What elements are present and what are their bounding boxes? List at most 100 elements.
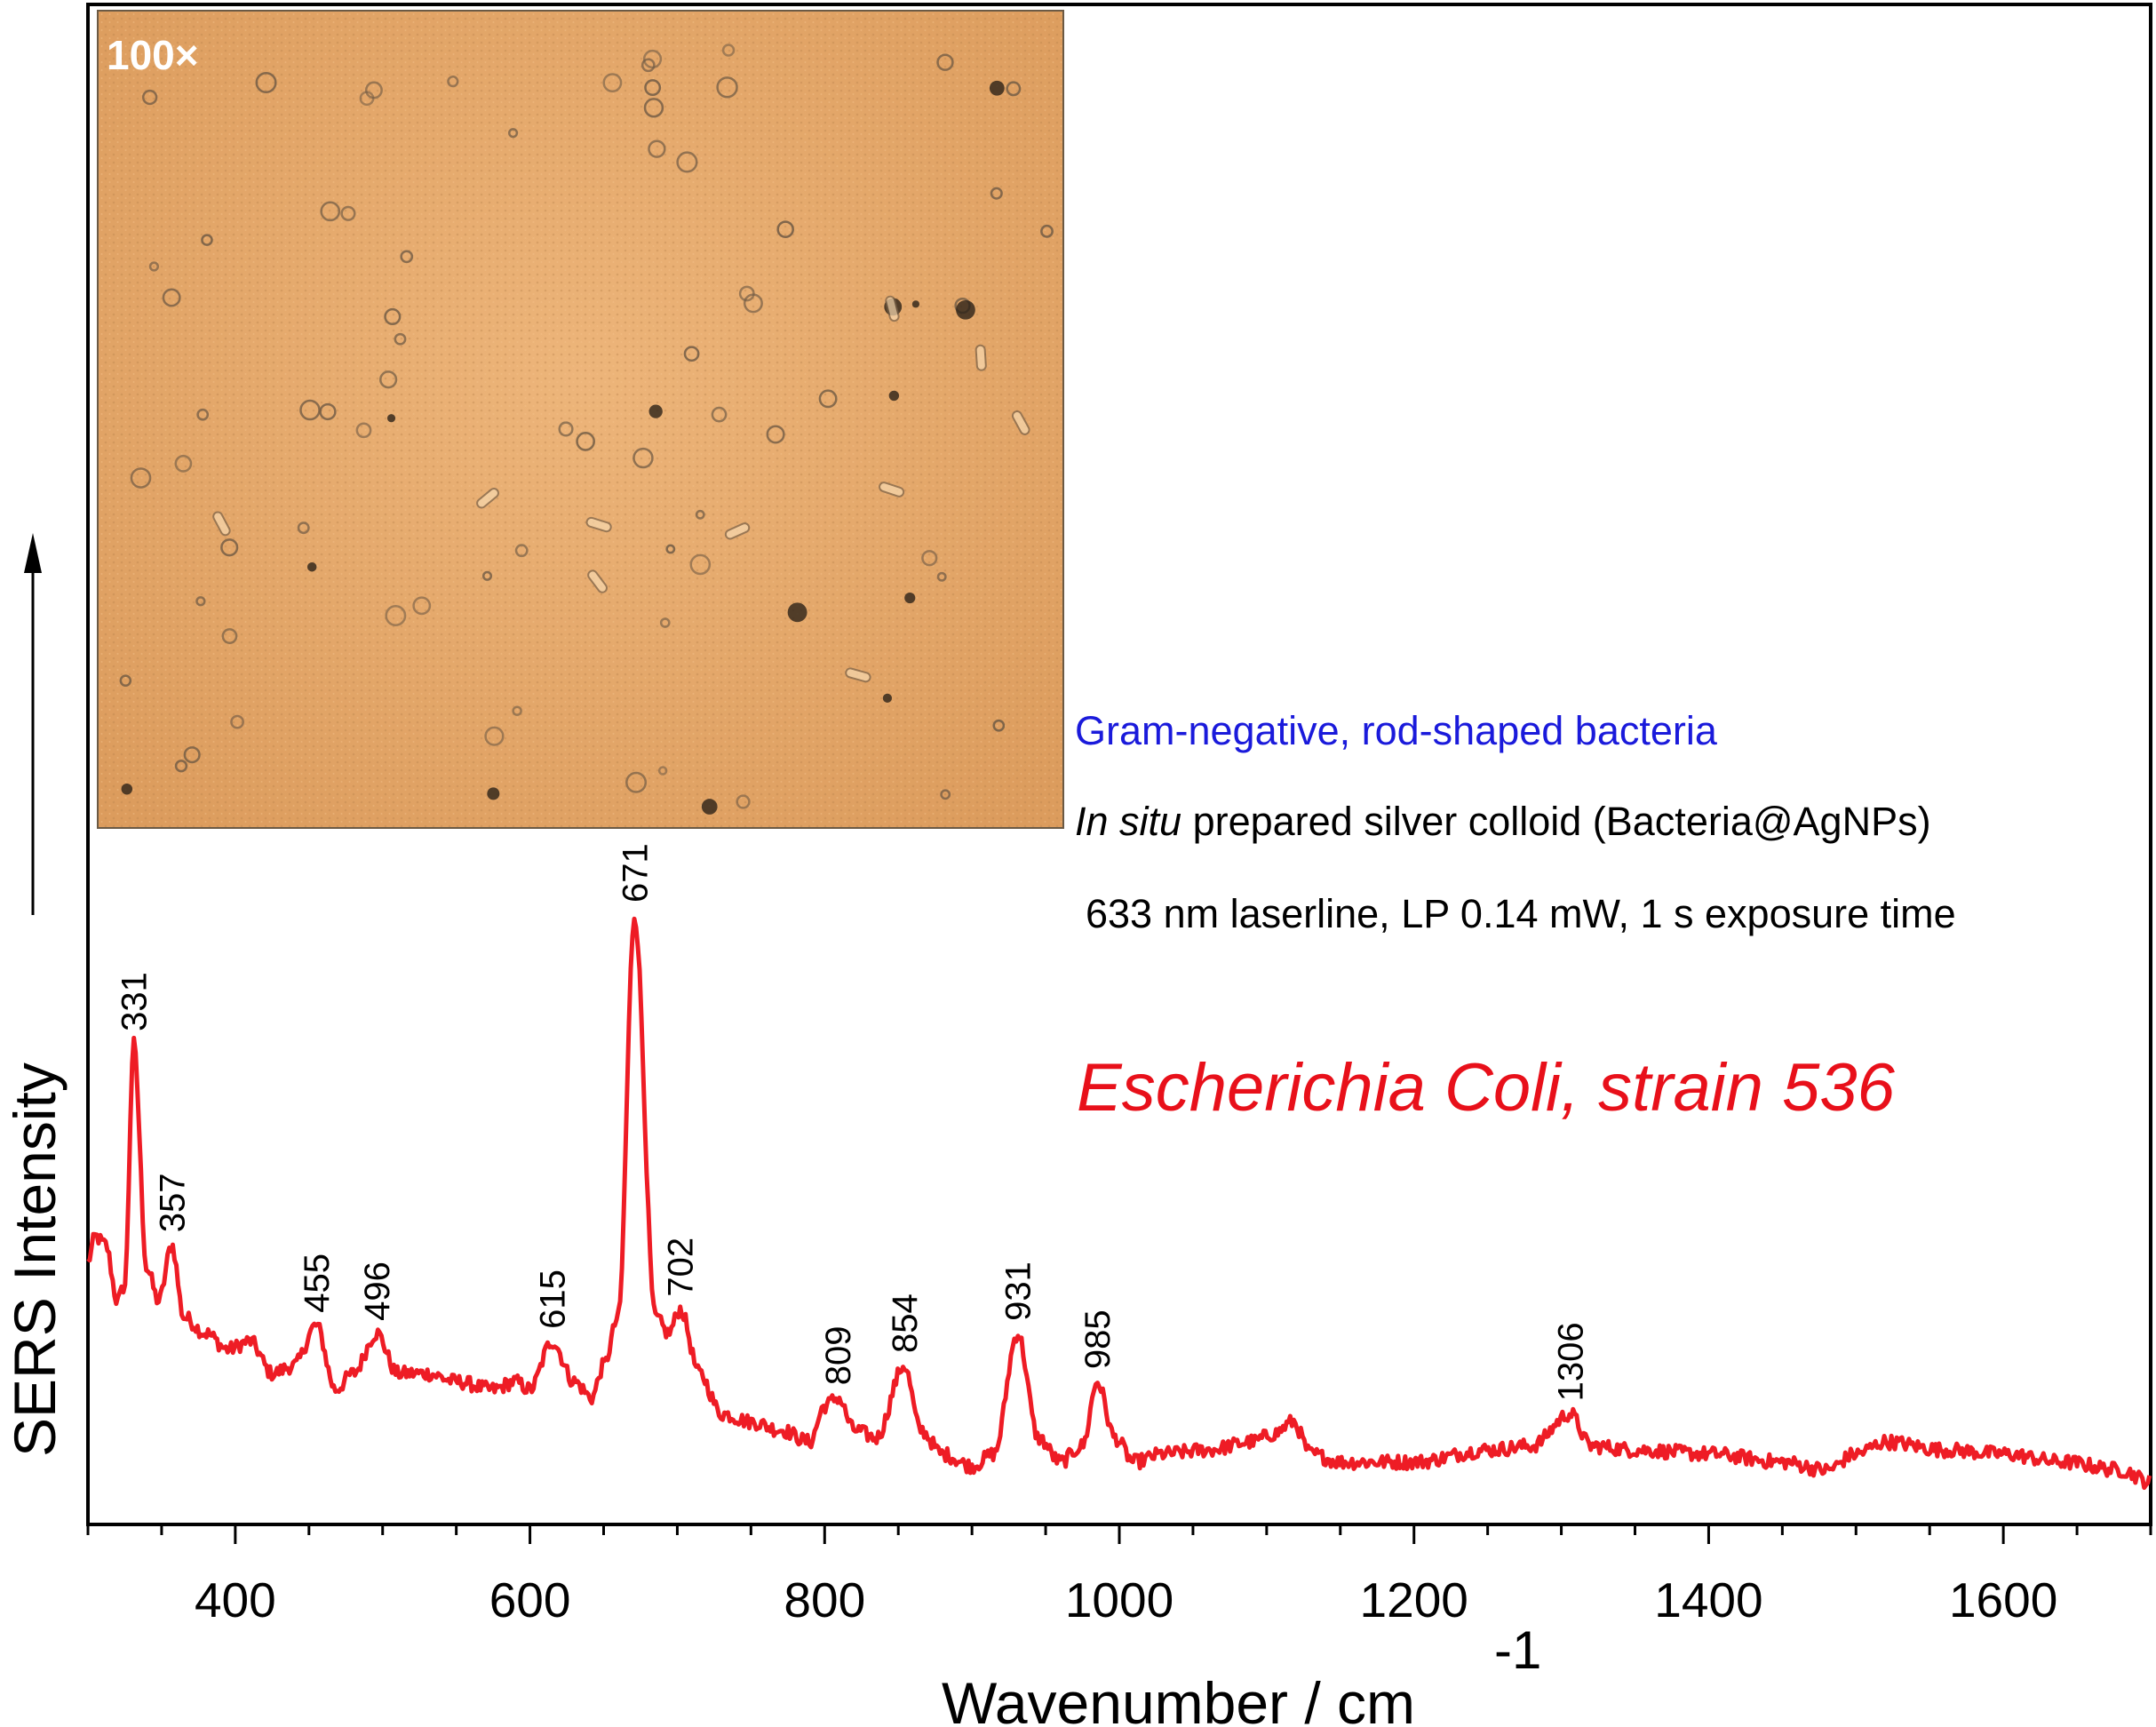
cell <box>512 705 522 716</box>
species-label: Escherichia Coli, strain 536 <box>1077 1050 1896 1126</box>
rod-cell <box>587 569 608 593</box>
cell <box>625 771 648 793</box>
dark-particle <box>787 602 808 623</box>
cell <box>992 719 1006 732</box>
cell <box>385 605 407 626</box>
x-axis-title: Wavenumber / cm <box>942 1670 1415 1727</box>
cell <box>320 201 341 222</box>
cell <box>412 596 432 616</box>
rod-cell <box>585 516 612 533</box>
cell <box>632 447 654 469</box>
cell <box>174 760 188 773</box>
dark-particle <box>121 783 133 795</box>
cell <box>1040 224 1054 238</box>
cell <box>711 406 728 423</box>
dark-particle <box>888 390 900 402</box>
cell <box>936 571 947 582</box>
rod-cell <box>724 522 751 540</box>
cell <box>676 151 698 173</box>
x-tick-label: 800 <box>784 1572 865 1628</box>
cell <box>130 467 152 489</box>
x-axis: 400 600 800 1000 1200 1400 1600 <box>86 1524 2152 1628</box>
cell <box>196 408 210 421</box>
peak-label: 496 <box>358 1261 397 1321</box>
rod-cell <box>476 488 499 509</box>
cell <box>683 346 700 362</box>
cell <box>695 509 705 520</box>
cell <box>481 570 493 581</box>
magnification-label: 100× <box>107 32 199 78</box>
micrograph-inset: 100× <box>97 10 1064 829</box>
cell <box>644 79 662 97</box>
cell <box>255 71 277 94</box>
cell <box>220 538 239 557</box>
cell <box>119 674 132 687</box>
y-axis-arrow-head-icon <box>24 533 42 573</box>
cell <box>484 726 505 746</box>
peak-label: 357 <box>154 1173 193 1232</box>
peak-label: 455 <box>298 1253 337 1313</box>
cell <box>721 44 736 57</box>
cell <box>576 432 595 451</box>
cell <box>818 389 838 409</box>
rod-cell <box>1011 410 1030 435</box>
x-tick-label: 1000 <box>1065 1572 1173 1628</box>
colloid-note: In situ prepared silver colloid (Bacteri… <box>1075 799 1931 844</box>
colloid-note-rest: prepared silver colloid (Bacteria@AgNPs) <box>1181 799 1931 844</box>
cell <box>340 205 356 221</box>
peak-label: 809 <box>819 1325 858 1385</box>
dark-particle <box>487 787 500 800</box>
cell <box>659 617 671 628</box>
cell <box>657 766 668 776</box>
cell <box>384 307 402 326</box>
cell <box>743 293 763 314</box>
peak-label: 671 <box>616 843 655 903</box>
dark-particle <box>306 561 317 572</box>
micrograph-texture <box>98 11 1063 828</box>
peak-label: 615 <box>533 1269 572 1329</box>
cell <box>201 234 213 246</box>
cell <box>355 422 372 439</box>
cell <box>359 91 375 107</box>
spectrum-line <box>86 916 2152 1491</box>
x-tick-label: 600 <box>489 1572 571 1628</box>
cell <box>643 98 664 118</box>
cell <box>990 187 1003 200</box>
cell <box>221 628 238 644</box>
micrograph-border <box>97 10 1064 829</box>
dark-particle <box>386 414 396 423</box>
peak-labels: 331 357 455 496 615 671 702 809 854 931 985 1306 <box>115 843 1590 1401</box>
cell <box>297 521 310 535</box>
dark-particle <box>989 80 1005 96</box>
cell <box>640 58 656 73</box>
cell <box>736 794 751 809</box>
cell <box>148 261 160 272</box>
cell <box>940 789 951 800</box>
cell <box>642 49 663 69</box>
peak-label: 702 <box>662 1238 701 1297</box>
rod-cell <box>879 481 905 497</box>
cell <box>379 370 398 389</box>
cell <box>183 746 201 764</box>
cell <box>174 455 193 473</box>
peak-label: 1306 <box>1552 1322 1591 1401</box>
cell <box>921 550 938 567</box>
x-tick-label: 400 <box>195 1572 276 1628</box>
cell <box>141 89 158 106</box>
dark-particle <box>701 799 718 815</box>
peak-label: 854 <box>886 1293 925 1353</box>
cell <box>766 425 785 444</box>
cell <box>195 596 206 607</box>
x-tick-label: 1200 <box>1360 1572 1468 1628</box>
cell <box>602 73 623 93</box>
peak-label: 931 <box>999 1261 1038 1321</box>
cell <box>447 76 459 88</box>
dark-particle <box>648 404 663 418</box>
cell <box>689 553 712 576</box>
rod-cell <box>885 295 900 322</box>
peak-label: 331 <box>115 972 154 1031</box>
cell <box>400 250 414 264</box>
cell <box>776 220 794 238</box>
cell <box>1006 81 1022 97</box>
